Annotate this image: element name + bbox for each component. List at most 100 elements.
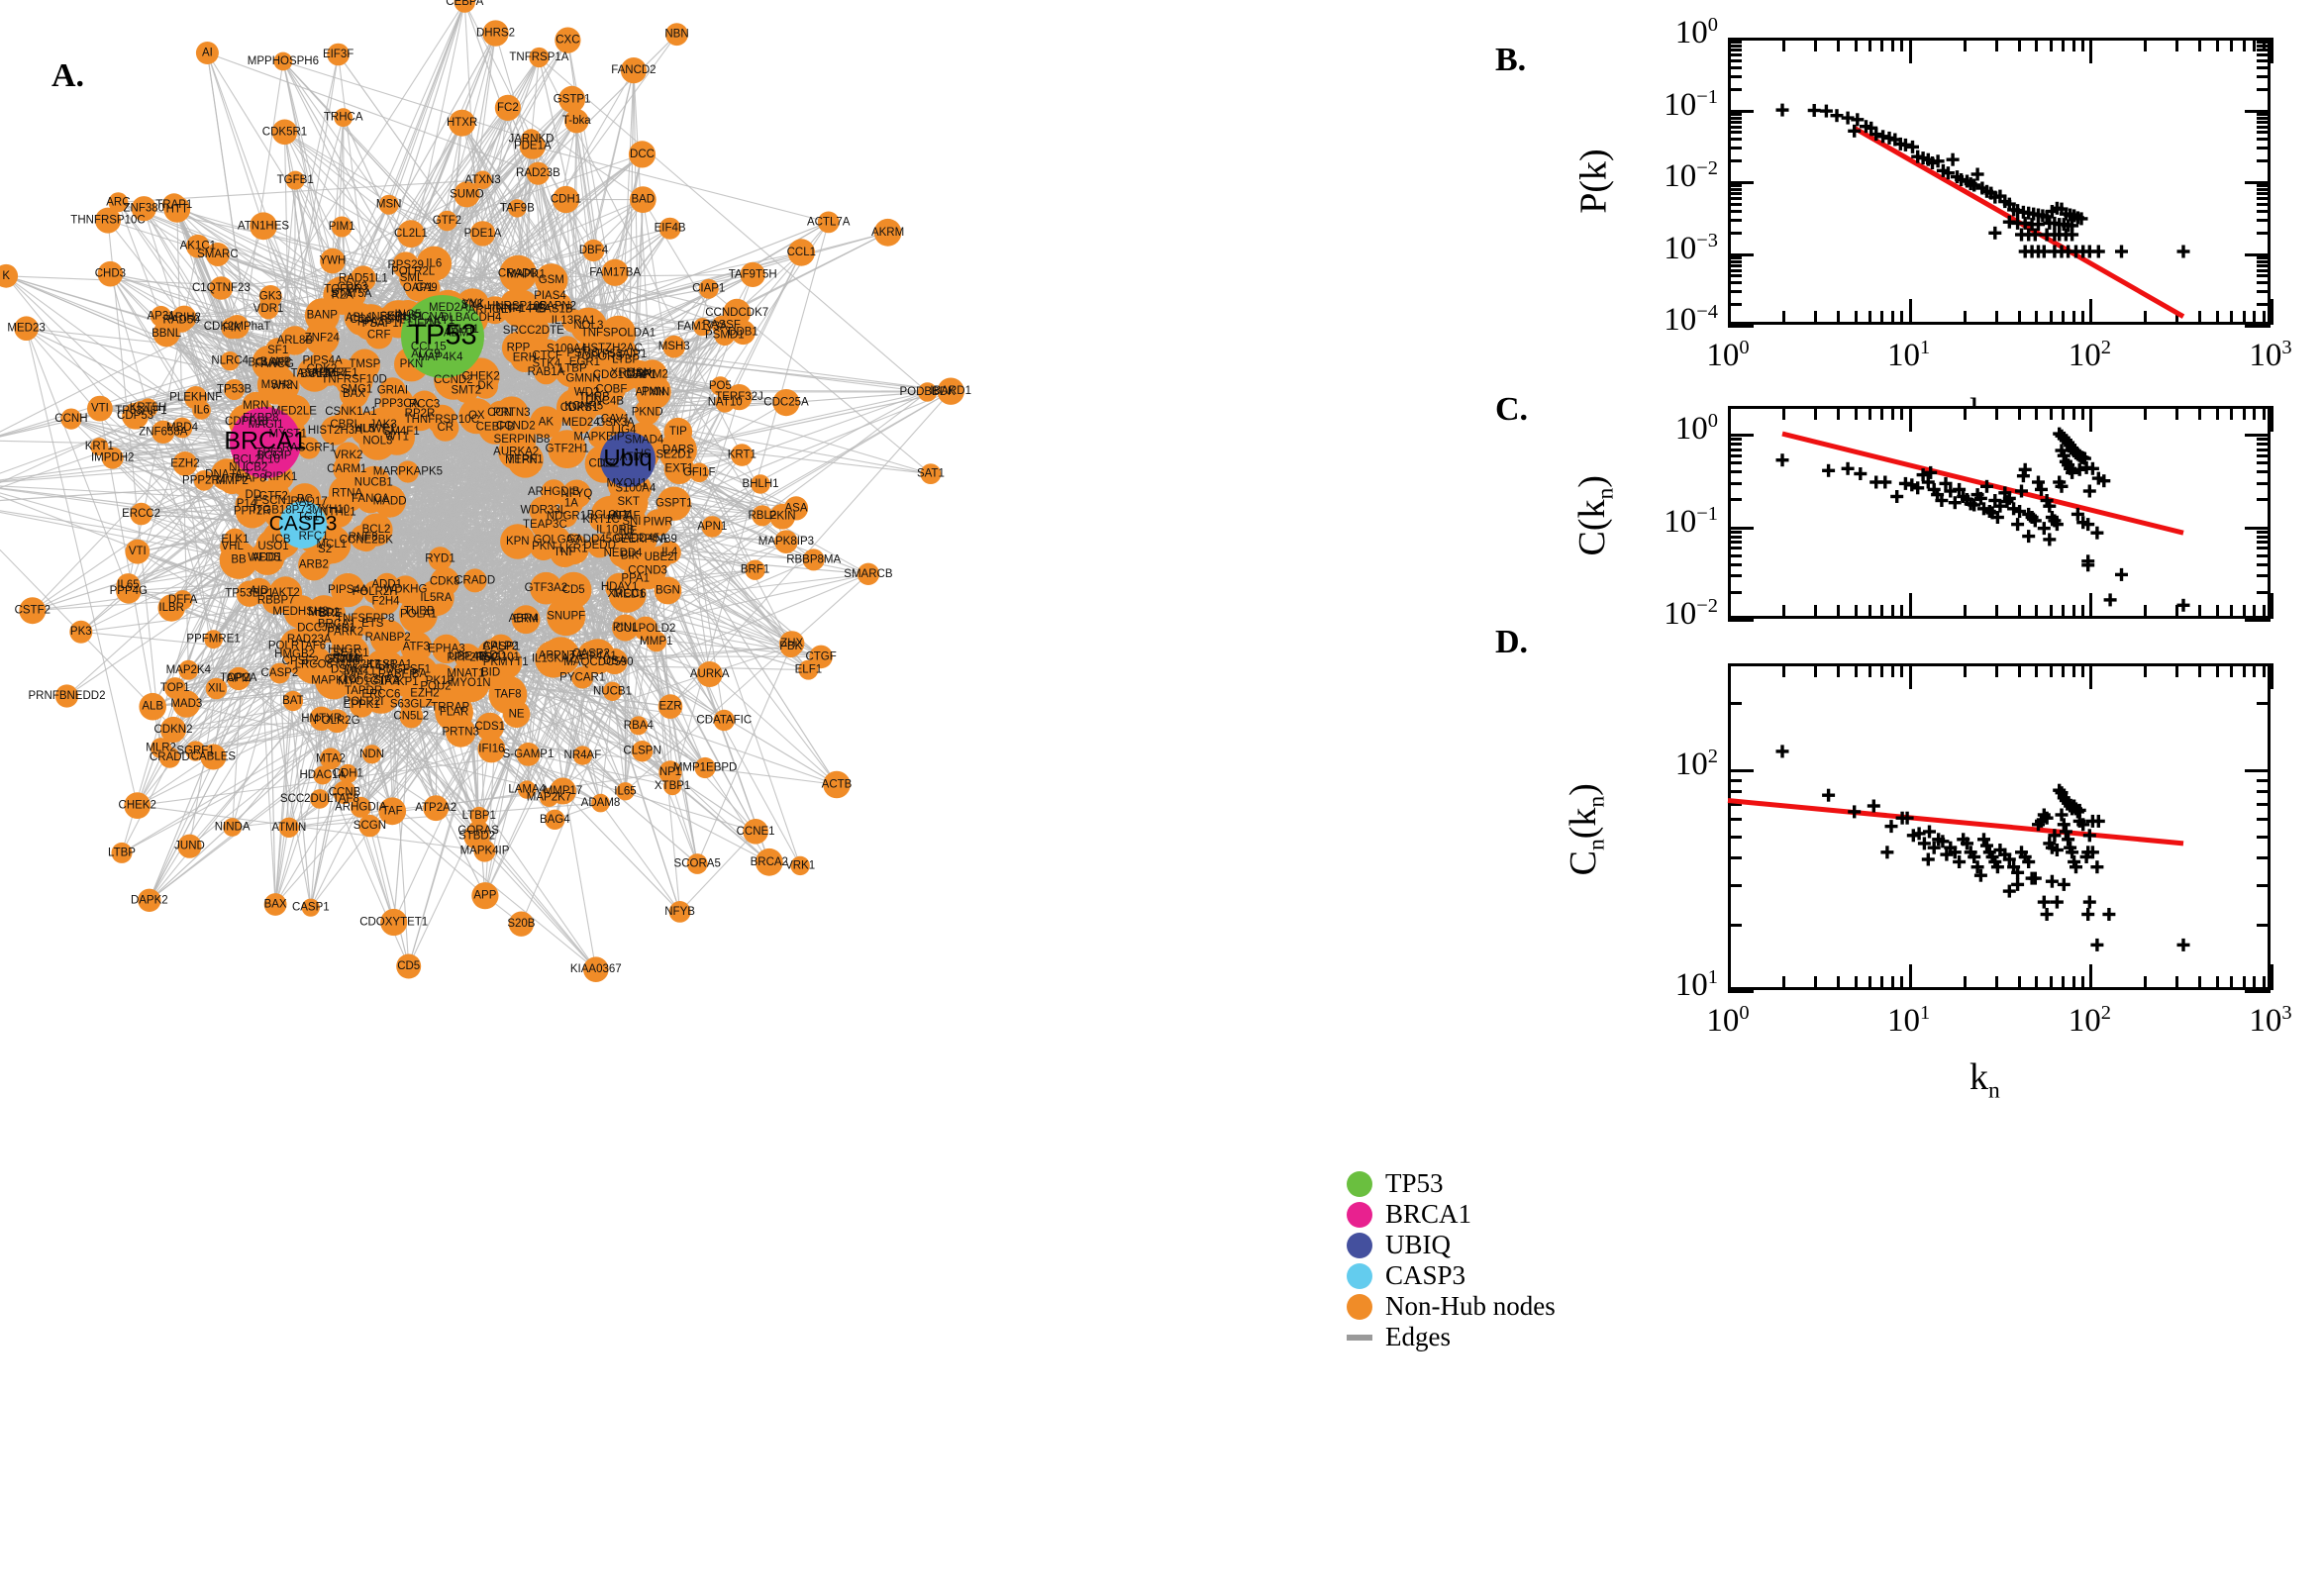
network-node[interactable] [204,630,224,649]
network-node[interactable] [555,505,578,528]
network-node[interactable] [138,888,161,912]
network-node[interactable] [396,953,422,979]
network-node[interactable] [338,763,357,784]
network-node[interactable] [802,549,825,571]
network-node[interactable] [772,389,800,417]
network-node[interactable] [502,700,531,729]
network-node[interactable] [172,451,198,476]
network-node[interactable] [177,834,202,858]
network-node[interactable] [271,119,298,146]
network-node[interactable] [499,288,536,325]
network-node[interactable] [282,690,304,712]
network-node[interactable] [209,276,234,300]
network-node[interactable] [507,442,544,478]
network-node[interactable] [14,316,39,342]
network-node[interactable] [629,716,649,736]
network-node[interactable] [454,181,480,208]
network-node[interactable] [755,848,783,876]
network-node[interactable] [694,756,716,779]
network-node[interactable] [463,823,490,849]
network-node[interactable] [0,263,19,288]
network-node[interactable] [591,793,610,813]
network-node[interactable] [537,295,564,324]
network-node[interactable] [125,539,151,564]
network-node[interactable] [508,911,535,937]
network-node[interactable] [296,355,333,392]
network-node[interactable] [779,631,805,656]
network-node[interactable] [920,463,942,484]
network-node[interactable] [410,390,439,419]
network-node[interactable] [668,901,691,923]
network-node[interactable] [323,276,362,315]
network-node[interactable] [334,108,354,128]
network-node[interactable] [629,186,656,214]
network-node[interactable] [54,684,79,708]
network-node[interactable] [629,551,666,590]
network-node[interactable] [601,258,629,286]
network-node[interactable] [657,541,681,564]
network-node[interactable] [494,94,521,121]
network-node[interactable] [346,303,378,337]
network-node[interactable] [516,743,541,766]
network-node[interactable] [432,634,461,664]
network-node[interactable] [362,745,382,764]
network-node[interactable] [530,406,562,439]
network-node[interactable] [285,170,305,190]
network-node[interactable] [498,409,533,444]
network-node[interactable] [557,533,589,565]
network-node[interactable] [541,479,567,506]
network-node[interactable] [252,345,288,381]
network-node[interactable] [158,747,180,768]
network-node[interactable] [657,694,683,719]
network-node[interactable] [752,505,773,527]
network-node[interactable] [378,194,399,215]
network-node[interactable] [269,662,290,684]
network-node[interactable] [428,547,453,571]
network-node[interactable] [600,315,637,351]
network-node[interactable] [769,503,796,530]
network-node[interactable] [454,377,479,403]
network-node[interactable] [320,748,342,770]
network-node[interactable] [857,562,880,585]
network-node[interactable] [397,220,425,249]
network-node[interactable] [369,619,406,655]
network-node[interactable] [205,677,228,700]
network-node[interactable] [273,51,293,71]
network-node[interactable] [108,192,129,213]
hub-node-brca1[interactable] [230,407,301,478]
network-node[interactable] [396,460,419,483]
network-node[interactable] [612,614,639,642]
network-node[interactable] [172,590,193,610]
network-node[interactable] [482,20,509,47]
network-node[interactable] [636,373,671,410]
network-node[interactable] [311,613,342,643]
network-node[interactable] [320,416,351,446]
network-node[interactable] [689,462,709,483]
network-node[interactable] [469,806,489,826]
network-node[interactable] [740,261,765,287]
network-node[interactable] [556,388,595,427]
network-node[interactable] [400,631,433,663]
network-node[interactable] [90,438,109,456]
network-node[interactable] [400,258,427,285]
network-node[interactable] [723,298,752,327]
network-node[interactable] [588,426,610,449]
network-node[interactable] [333,454,361,483]
network-node[interactable] [477,735,506,763]
network-node[interactable] [256,479,290,514]
network-node[interactable] [363,580,387,604]
network-node[interactable] [646,631,667,652]
network-node[interactable] [809,645,833,669]
network-node[interactable] [172,690,201,718]
network-node[interactable] [380,908,408,937]
network-node[interactable] [221,317,244,340]
network-node[interactable] [159,716,187,744]
network-node[interactable] [518,780,537,799]
network-node[interactable] [101,447,124,469]
network-node[interactable] [548,430,587,469]
network-node[interactable] [499,254,538,293]
network-node[interactable] [731,444,754,466]
network-node[interactable] [116,573,141,598]
network-node[interactable] [472,373,498,399]
network-node[interactable] [246,577,272,605]
